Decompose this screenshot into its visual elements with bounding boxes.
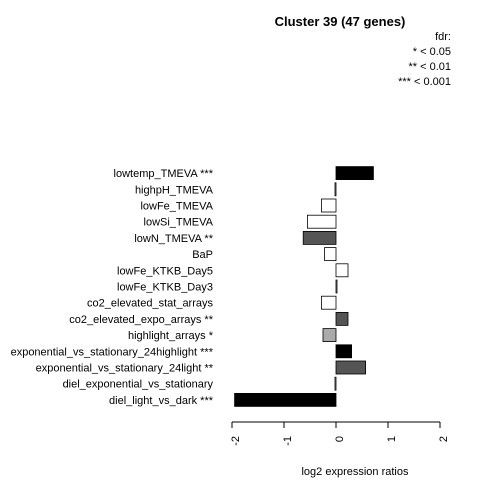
legend-entry-2: ** < 0.01 — [408, 61, 451, 73]
category-label: diel_light_vs_dark *** — [109, 395, 214, 407]
x-tick-label: 2 — [438, 436, 450, 442]
category-label: lowFe_KTKB_Day3 — [117, 282, 213, 294]
bar — [334, 376, 337, 391]
bar — [335, 263, 349, 278]
legend-title: fdr: — [435, 31, 451, 43]
bar — [322, 328, 337, 343]
category-label: highlight_arrays * — [128, 330, 214, 342]
bar — [335, 311, 349, 326]
bar — [320, 198, 337, 213]
bar — [334, 182, 337, 197]
category-label: lowSi_TMEVA — [144, 217, 214, 229]
bar — [335, 360, 367, 375]
category-label: lowFe_KTKB_Day5 — [117, 265, 213, 277]
fdr-legend: fdr: * < 0.05 ** < 0.01 *** < 0.001 — [398, 30, 451, 90]
category-label: lowtemp_TMEVA *** — [114, 168, 214, 180]
bar — [324, 247, 337, 262]
category-label: co2_elevated_expo_arrays ** — [69, 314, 213, 326]
category-label: exponential_vs_stationary_24light ** — [36, 363, 214, 375]
bar — [320, 295, 337, 310]
bar — [234, 392, 337, 407]
x-tick-label: 0 — [334, 436, 346, 442]
bar — [306, 214, 337, 229]
bar — [335, 166, 374, 181]
bar — [302, 230, 337, 245]
chart-title: Cluster 39 (47 genes) — [274, 14, 406, 29]
category-label: BaP — [192, 249, 213, 261]
bar — [335, 279, 338, 294]
category-label: lowN_TMEVA ** — [134, 233, 213, 245]
x-tick-label: -2 — [230, 436, 242, 446]
x-tick-label: 1 — [386, 436, 398, 442]
category-label: highpH_TMEVA — [135, 184, 214, 196]
x-axis-label: log2 expression ratios — [301, 466, 409, 478]
category-label: exponential_vs_stationary_24highlight **… — [11, 346, 214, 358]
category-label: co2_elevated_stat_arrays — [87, 298, 213, 310]
category-label: lowFe_TMEVA — [140, 201, 213, 213]
legend-entry-1: * < 0.05 — [412, 46, 451, 58]
legend-entry-3: *** < 0.001 — [398, 76, 451, 88]
category-label: diel_exponential_vs_stationary — [63, 379, 214, 391]
x-tick-label: -1 — [282, 436, 294, 446]
bar — [335, 344, 353, 359]
